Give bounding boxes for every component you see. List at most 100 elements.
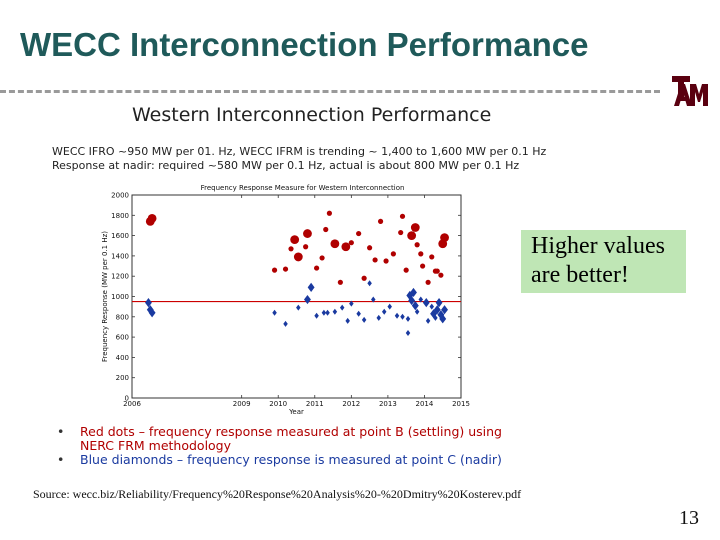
red-dot-point xyxy=(403,267,409,273)
blue-diamond-point xyxy=(394,312,400,319)
x-tick-label: 2013 xyxy=(379,400,397,408)
chart-title: Frequency Response Measure for Western I… xyxy=(201,184,405,192)
red-dot-point xyxy=(147,213,157,223)
red-dot-point xyxy=(420,263,426,269)
description-text: WECC IFRO ~950 MW per 01. Hz, WECC IFRM … xyxy=(52,145,546,173)
red-dot-point xyxy=(425,279,431,285)
callout-line-2: are better! xyxy=(531,262,629,288)
x-tick-label: 2009 xyxy=(233,400,251,408)
y-tick-label: 800 xyxy=(116,313,129,321)
red-dot-point xyxy=(440,233,449,243)
red-dot-point xyxy=(330,239,340,249)
x-tick-label: 2015 xyxy=(452,400,470,408)
blue-diamond-point xyxy=(425,317,431,324)
blue-diamond-point xyxy=(339,304,345,311)
blue-diamond-point xyxy=(307,282,315,292)
blue-diamond-point xyxy=(332,308,338,315)
blue-diamond-point xyxy=(361,316,367,323)
description-line-2: Response at nadir: required ~580 MW per … xyxy=(52,159,520,172)
blue-diamond-point xyxy=(410,287,417,298)
blue-diamond-point xyxy=(405,315,411,322)
x-tick-label: 2010 xyxy=(269,400,287,408)
red-dot-point xyxy=(303,244,309,250)
x-tick-label: 2006 xyxy=(123,400,141,408)
blue-diamond-point xyxy=(325,309,330,316)
blue-diamond-point xyxy=(345,317,350,324)
source-citation: Source: wecc.biz/Reliability/Frequency%2… xyxy=(33,487,522,501)
bullet-red-dots: • Red dots – frequency response measured… xyxy=(55,425,502,453)
slide-title: WECC Interconnection Performance xyxy=(20,26,589,63)
y-tick-label: 200 xyxy=(116,374,129,382)
blue-diamond-point xyxy=(418,296,424,303)
y-tick-label: 0 xyxy=(125,395,129,403)
y-axis-label: Frequency Response (MW per 0.1 Hz) xyxy=(101,231,109,362)
blue-diamond-point xyxy=(433,314,438,321)
red-dot-point xyxy=(314,265,320,271)
red-dot-point xyxy=(377,218,384,224)
blue-diamond-point xyxy=(371,296,376,303)
red-dot-point xyxy=(303,229,312,238)
y-tick-label: 1800 xyxy=(111,212,129,220)
y-tick-label: 600 xyxy=(116,334,129,342)
blue-diamond-point xyxy=(283,320,288,327)
title-divider xyxy=(0,90,660,93)
blue-diamond-point xyxy=(433,305,441,315)
callout-line-1: Higher values xyxy=(531,233,665,259)
blue-diamond-point xyxy=(321,309,327,316)
red-dot-point xyxy=(429,254,435,260)
panel-title: Western Interconnection Performance xyxy=(132,104,492,126)
blue-diamond-point xyxy=(314,312,319,319)
red-dot-point xyxy=(288,246,294,252)
blue-diamond-point xyxy=(414,308,420,315)
red-dot-point xyxy=(319,255,325,261)
blue-diamond-point xyxy=(304,294,311,305)
y-tick-label: 1600 xyxy=(111,232,129,240)
description-line-1: WECC IFRO ~950 MW per 01. Hz, WECC IFRM … xyxy=(52,145,547,158)
red-dot-point xyxy=(367,245,373,251)
x-axis-label: Year xyxy=(288,408,304,416)
y-tick-label: 1200 xyxy=(111,273,129,281)
blue-diamond-point xyxy=(387,303,392,310)
blue-diamond-point xyxy=(411,301,419,311)
blue-diamond-point xyxy=(296,304,301,311)
bullet-list: • Red dots – frequency response measured… xyxy=(55,425,502,467)
blue-diamond-point xyxy=(381,308,387,315)
y-tick-label: 1000 xyxy=(111,293,129,301)
red-dot-point xyxy=(418,251,424,257)
bullet-red-line-1: Red dots – frequency response measured a… xyxy=(80,424,502,439)
bullet-blue-text: Blue diamonds – frequency response is me… xyxy=(80,452,502,467)
red-dot-point xyxy=(323,226,329,233)
red-dot-point xyxy=(361,275,367,281)
plot-area xyxy=(131,194,462,399)
y-tick-label: 400 xyxy=(116,354,129,362)
x-tick-label: 2012 xyxy=(342,400,360,408)
red-dot-point xyxy=(383,258,389,264)
x-tick-label: 2011 xyxy=(306,400,324,408)
red-dot-point xyxy=(341,242,351,252)
blue-diamond-point xyxy=(439,314,447,324)
bullet-marker: • xyxy=(57,452,65,467)
red-dot-point xyxy=(410,223,420,232)
red-dot-point xyxy=(356,230,362,237)
red-dot-point xyxy=(293,252,303,262)
red-dot-point xyxy=(282,266,289,272)
red-dot-point xyxy=(414,242,420,248)
bullet-red-line-2: NERC FRM methodology xyxy=(80,438,232,453)
x-tick-label: 2014 xyxy=(416,400,434,408)
blue-diamond-point xyxy=(148,308,156,318)
blue-diamond-point xyxy=(422,297,430,308)
red-dot-point xyxy=(390,251,396,257)
blue-diamond-point xyxy=(356,310,361,317)
blue-diamond-point xyxy=(145,297,152,308)
blue-diamond-point xyxy=(400,313,405,320)
y-tick-label: 1400 xyxy=(111,252,129,260)
red-dot-point xyxy=(399,213,406,219)
texas-am-logo-icon xyxy=(672,76,708,106)
blue-diamond-point xyxy=(272,309,277,316)
red-dot-point xyxy=(372,257,378,263)
blue-diamond-point xyxy=(435,297,443,308)
red-dot-point xyxy=(434,268,440,274)
blue-diamond-point xyxy=(349,300,354,307)
red-dot-point xyxy=(438,272,444,278)
